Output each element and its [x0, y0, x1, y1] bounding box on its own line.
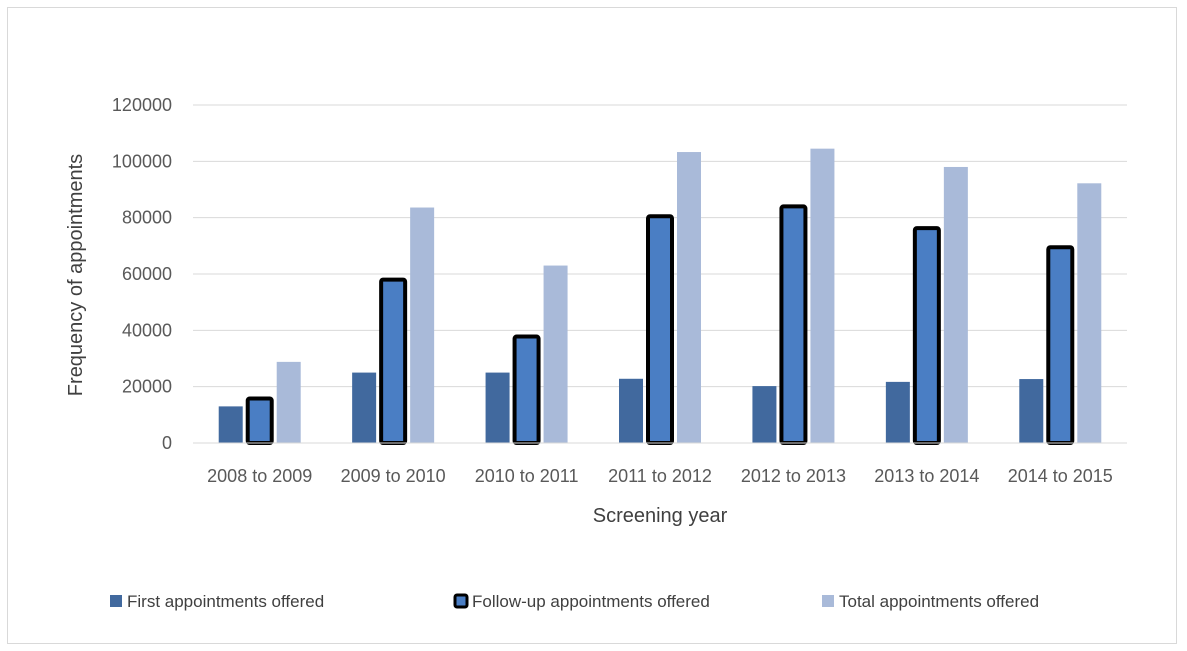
bar: [885, 381, 910, 443]
legend-swatch: [453, 593, 469, 609]
bar: [619, 378, 643, 443]
y-tick-label: 80000: [122, 208, 172, 228]
bar: [276, 361, 301, 443]
bar: [512, 334, 541, 445]
bar: [245, 396, 274, 446]
gridlines: [193, 104, 1127, 388]
bar: [352, 372, 377, 443]
x-tick-label: 2009 to 2010: [341, 466, 446, 486]
y-tick-label: 120000: [112, 95, 172, 115]
y-tick-label: 100000: [112, 151, 172, 171]
y-tick-label: 40000: [122, 320, 172, 340]
bar: [410, 207, 435, 443]
y-tick-label: 60000: [122, 264, 172, 284]
bar: [752, 386, 777, 443]
x-axis-title: Screening year: [593, 505, 728, 527]
x-tick-label: 2013 to 2014: [874, 466, 979, 486]
bar: [485, 372, 510, 443]
x-tick-label: 2008 to 2009: [207, 466, 312, 486]
bar: [810, 148, 835, 444]
y-axis-ticks: 0 20000 40000 60000 80000 100000 120000: [112, 95, 172, 453]
bar: [912, 226, 941, 445]
legend-label: First appointments offered: [127, 592, 324, 611]
bar: [1019, 379, 1044, 443]
x-tick-label: 2011 to 2012: [608, 466, 712, 486]
y-tick-label: 20000: [122, 377, 172, 397]
legend: First appointments offered Follow-up appo…: [110, 592, 1039, 611]
legend-swatch: [822, 595, 834, 607]
bar: [1077, 183, 1102, 443]
bar: [218, 406, 243, 443]
legend-swatch: [110, 595, 122, 607]
x-axis-ticks: 2008 to 2009 2009 to 2010 2010 to 2011 2011…: [207, 466, 1113, 486]
x-tick-label: 2012 to 2013: [741, 466, 846, 486]
chart-frame: [7, 7, 1177, 644]
bar: [543, 265, 568, 443]
bar: [379, 277, 408, 445]
bar: [779, 204, 808, 445]
y-axis-title: Frequency of appointments: [65, 154, 87, 396]
y-tick-label: 0: [162, 433, 172, 453]
legend-label: Total appointments offered: [839, 592, 1039, 611]
bar: [943, 166, 968, 443]
x-tick-label: 2014 to 2015: [1008, 466, 1113, 486]
bar: [677, 152, 701, 443]
bar: [1046, 245, 1075, 445]
legend-label: Follow-up appointments offered: [472, 592, 710, 611]
bars: [218, 148, 1102, 446]
bar: [646, 214, 674, 445]
x-tick-label: 2010 to 2011: [475, 466, 579, 486]
